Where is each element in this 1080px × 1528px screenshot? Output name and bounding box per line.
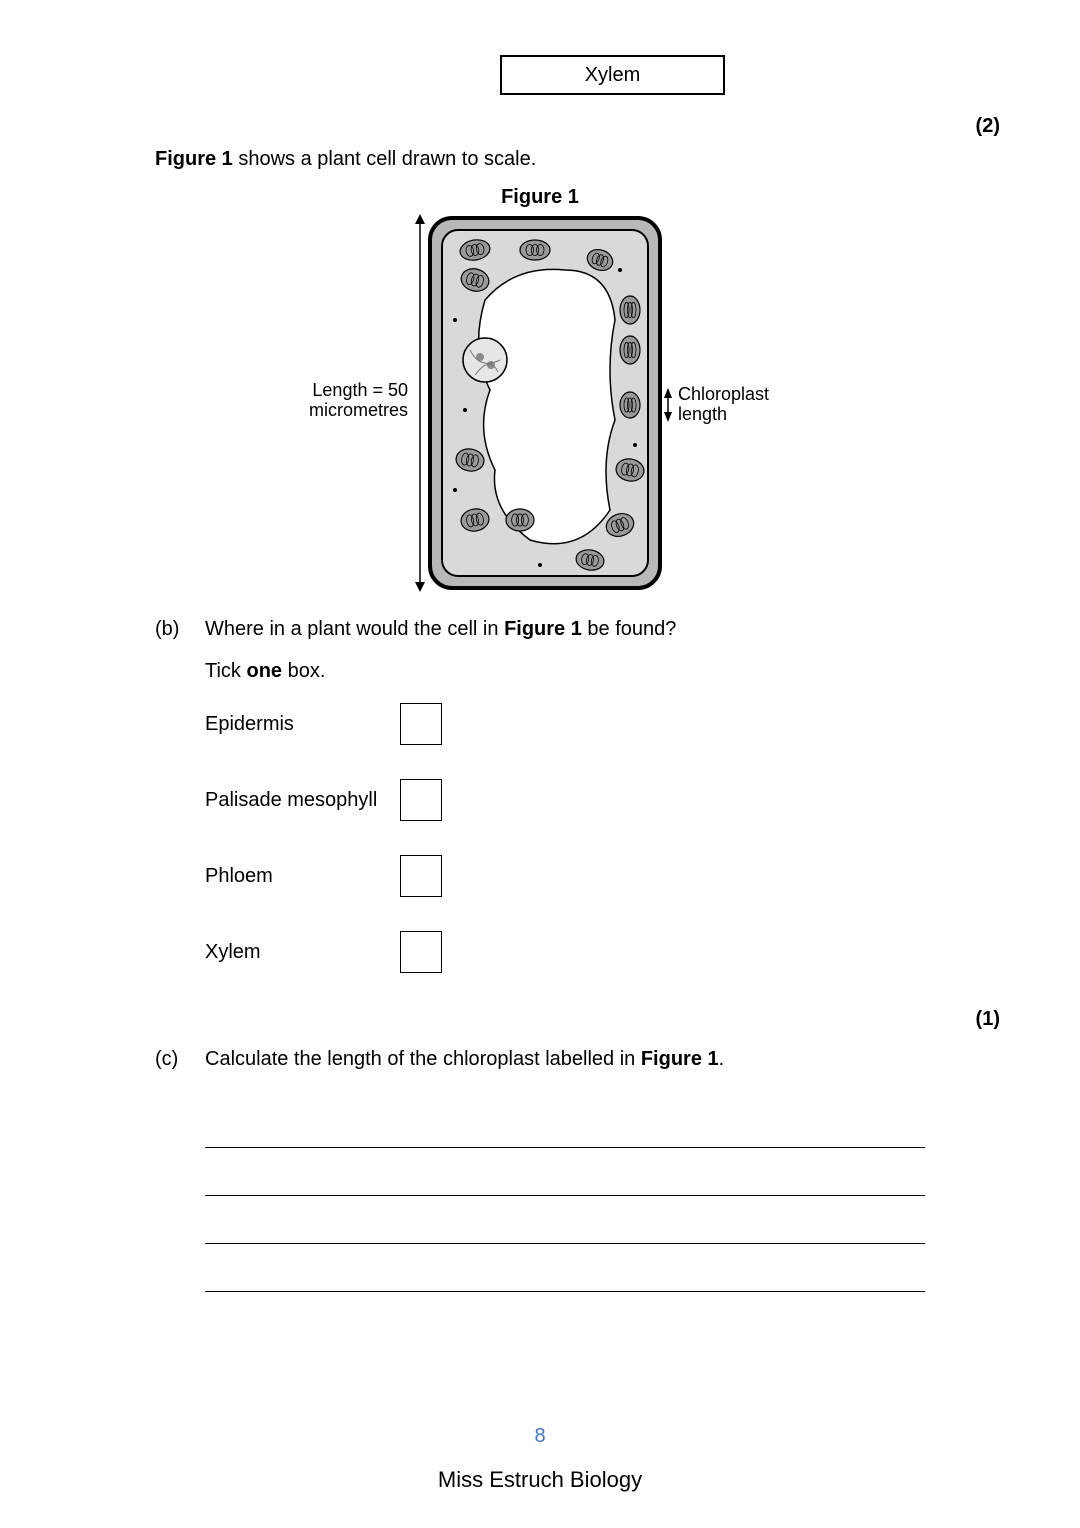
- footer-text: Miss Estruch Biology: [0, 1467, 1080, 1493]
- previous-answer-box: Xylem: [500, 55, 725, 95]
- option-label: Xylem: [205, 941, 400, 964]
- marks-indicator-2: (2): [976, 115, 1000, 138]
- question-b-label: (b): [155, 618, 179, 641]
- tick-box[interactable]: [400, 855, 442, 897]
- option-row: Xylem: [205, 930, 442, 974]
- intro-text: Figure 1 shows a plant cell drawn to sca…: [155, 148, 536, 171]
- answer-line[interactable]: [205, 1244, 925, 1292]
- intro-bold: Figure 1: [155, 148, 233, 170]
- previous-answer-text: Xylem: [585, 64, 641, 87]
- tick-box[interactable]: [400, 931, 442, 973]
- tick-box[interactable]: [400, 703, 442, 745]
- answer-line[interactable]: [205, 1148, 925, 1196]
- tick-box[interactable]: [400, 779, 442, 821]
- answer-lines-area: [205, 1100, 925, 1292]
- option-row: Epidermis: [205, 702, 442, 746]
- options-group: Epidermis Palisade mesophyll Phloem Xylem: [205, 702, 442, 1006]
- option-label: Palisade mesophyll: [205, 789, 400, 812]
- option-row: Phloem: [205, 854, 442, 898]
- page-number: 8: [0, 1425, 1080, 1448]
- tick-one-instruction: Tick one box.: [205, 660, 325, 683]
- chloro-label-1: Chloroplast: [678, 384, 769, 404]
- option-label: Phloem: [205, 865, 400, 888]
- option-label: Epidermis: [205, 713, 400, 736]
- intro-rest: shows a plant cell drawn to scale.: [233, 148, 537, 170]
- question-c-text: Calculate the length of the chloroplast …: [205, 1048, 724, 1071]
- chloro-label-2: length: [678, 404, 727, 424]
- option-row: Palisade mesophyll: [205, 778, 442, 822]
- answer-line[interactable]: [205, 1100, 925, 1148]
- length-label-2: micrometres: [309, 400, 408, 420]
- answer-line[interactable]: [205, 1196, 925, 1244]
- length-label-1: Length = 50: [312, 380, 408, 400]
- question-b-text: Where in a plant would the cell in Figur…: [205, 618, 676, 641]
- marks-indicator-1: (1): [976, 1008, 1000, 1031]
- figure-title: Figure 1: [0, 186, 1080, 209]
- question-c-label: (c): [155, 1048, 178, 1071]
- figure-1-diagram: Length = 50 micrometres: [0, 210, 1080, 600]
